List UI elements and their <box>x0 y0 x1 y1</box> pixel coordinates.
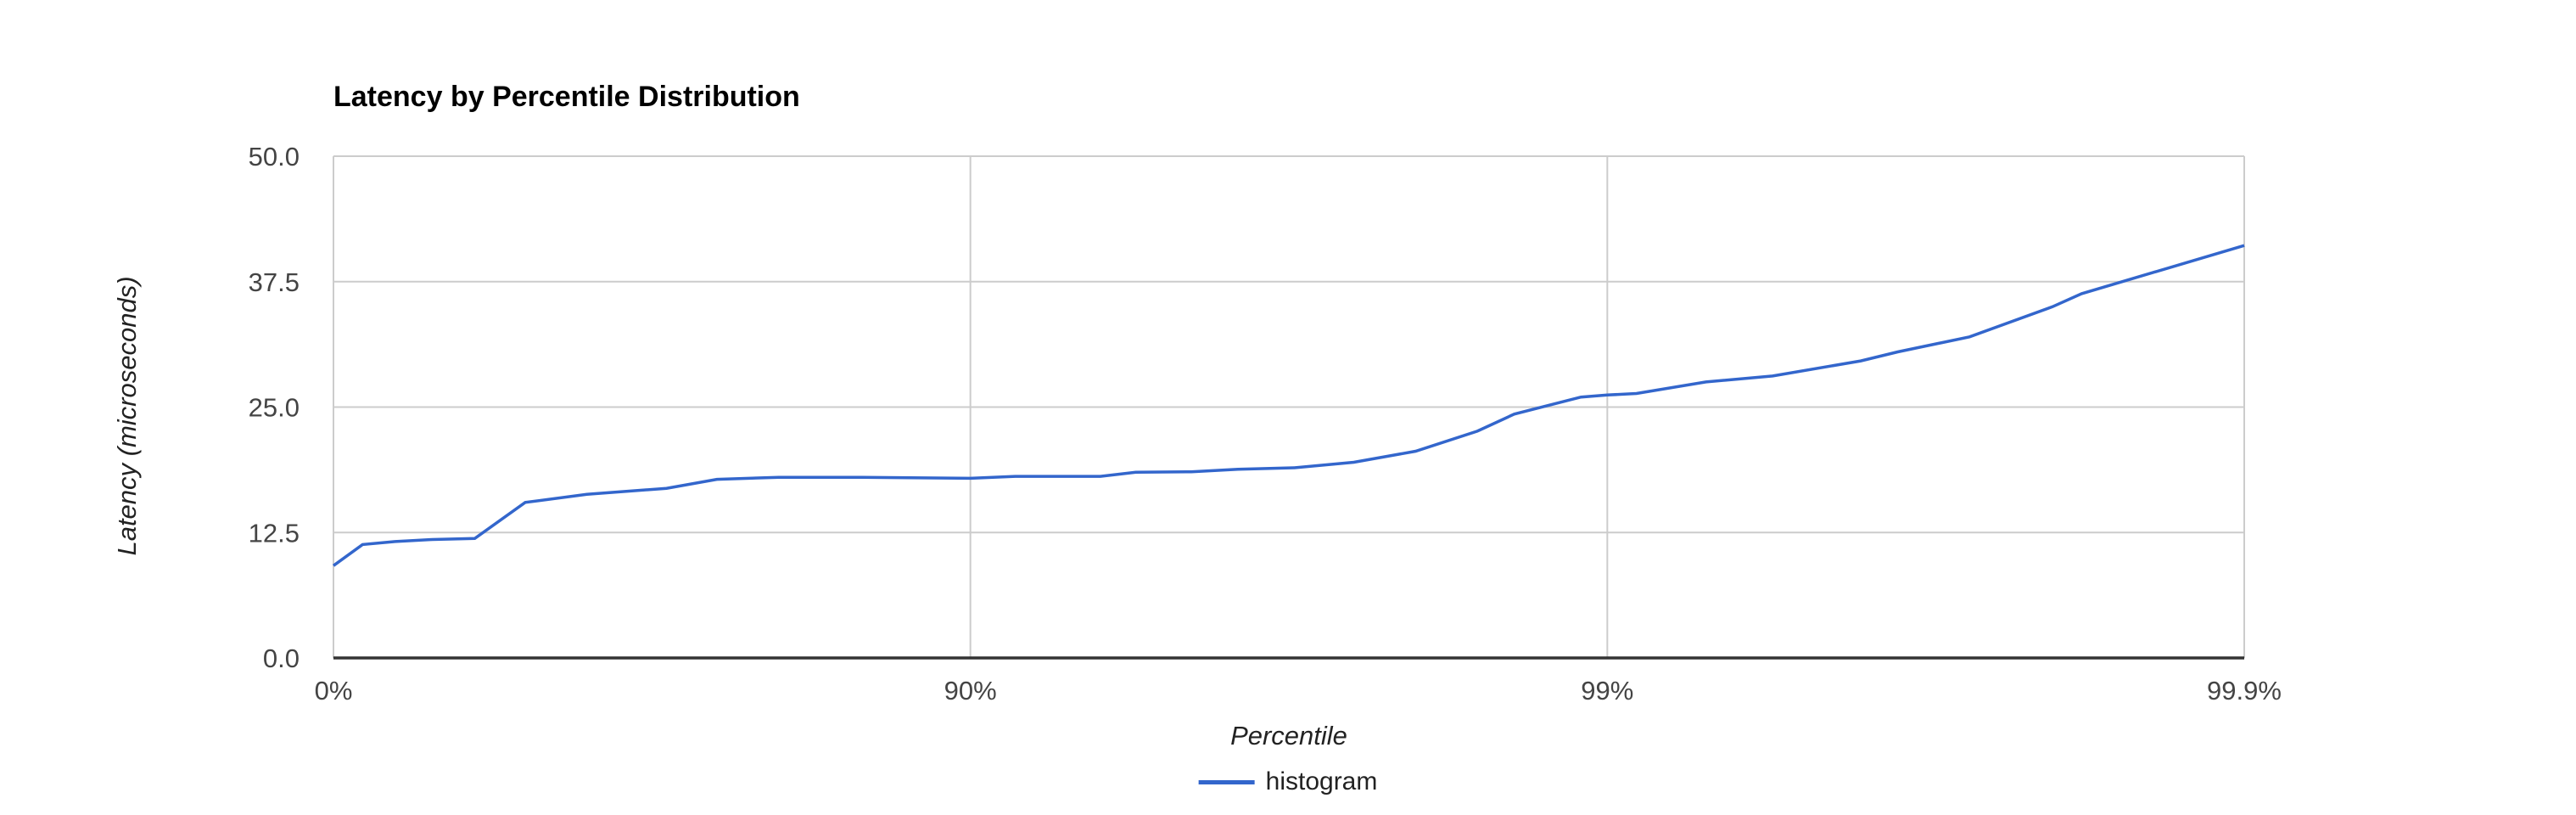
y-tick-label: 50.0 <box>249 142 300 171</box>
x-axis-title: Percentile <box>1230 721 1347 750</box>
x-tick-label: 99% <box>1581 676 1633 705</box>
x-tick-label: 90% <box>944 676 997 705</box>
series-line-histogram <box>332 244 2245 567</box>
y-tick-label: 37.5 <box>249 267 300 297</box>
x-tick-label: 99.9% <box>2207 676 2282 705</box>
chart-title: Latency by Percentile Distribution <box>333 81 800 113</box>
x-tick-label: 0% <box>315 676 353 705</box>
legend: histogram <box>1198 767 1378 796</box>
legend-series-label: histogram <box>1265 767 1378 795</box>
y-tick-label: 12.5 <box>249 518 300 548</box>
y-tick-label: 0.0 <box>263 644 300 673</box>
y-tick-label: 25.0 <box>249 393 300 423</box>
legend-line-swatch <box>1198 779 1255 784</box>
